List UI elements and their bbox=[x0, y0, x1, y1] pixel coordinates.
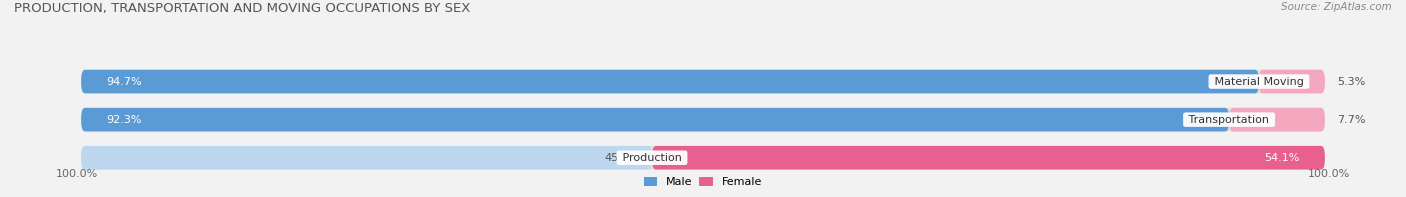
FancyBboxPatch shape bbox=[82, 108, 1229, 131]
Text: Transportation: Transportation bbox=[1185, 115, 1272, 125]
Text: 5.3%: 5.3% bbox=[1337, 77, 1365, 86]
FancyBboxPatch shape bbox=[1258, 70, 1324, 93]
FancyBboxPatch shape bbox=[82, 108, 1324, 131]
Text: Material Moving: Material Moving bbox=[1211, 77, 1308, 86]
Text: 100.0%: 100.0% bbox=[1308, 169, 1350, 179]
Text: 54.1%: 54.1% bbox=[1264, 153, 1301, 163]
FancyBboxPatch shape bbox=[652, 146, 1324, 170]
Text: 7.7%: 7.7% bbox=[1337, 115, 1365, 125]
Text: Production: Production bbox=[619, 153, 685, 163]
FancyBboxPatch shape bbox=[82, 70, 1258, 93]
FancyBboxPatch shape bbox=[82, 146, 1324, 170]
Text: 100.0%: 100.0% bbox=[56, 169, 98, 179]
Text: 45.9%: 45.9% bbox=[605, 153, 640, 163]
Text: Source: ZipAtlas.com: Source: ZipAtlas.com bbox=[1281, 2, 1392, 12]
FancyBboxPatch shape bbox=[1229, 108, 1324, 131]
Text: 94.7%: 94.7% bbox=[105, 77, 142, 86]
FancyBboxPatch shape bbox=[82, 146, 652, 170]
Text: 92.3%: 92.3% bbox=[105, 115, 142, 125]
FancyBboxPatch shape bbox=[82, 70, 1324, 93]
Text: PRODUCTION, TRANSPORTATION AND MOVING OCCUPATIONS BY SEX: PRODUCTION, TRANSPORTATION AND MOVING OC… bbox=[14, 2, 471, 15]
Legend: Male, Female: Male, Female bbox=[640, 172, 766, 191]
